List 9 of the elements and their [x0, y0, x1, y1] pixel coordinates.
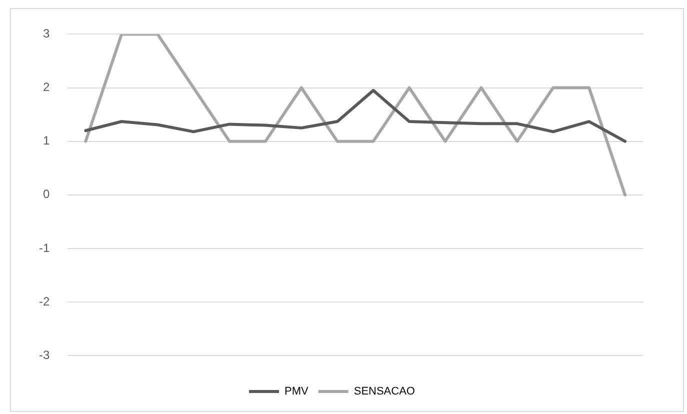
y-tick-label: 0	[42, 187, 50, 202]
y-tick-label: -2	[39, 294, 50, 308]
y-tick-label: -1	[39, 240, 50, 255]
legend-label: SENSACAO	[354, 386, 416, 398]
y-tick-label: 2	[42, 80, 50, 94]
y-tick-label: 1	[42, 134, 50, 148]
y-tick-label: 3	[42, 26, 50, 41]
legend-label: PMV	[284, 386, 310, 398]
y-tick-label: -3	[39, 348, 50, 362]
